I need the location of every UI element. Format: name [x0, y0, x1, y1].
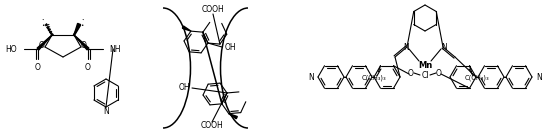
- Polygon shape: [37, 35, 52, 50]
- Text: O: O: [81, 42, 87, 51]
- Text: •: •: [41, 22, 45, 28]
- Text: O: O: [85, 63, 91, 72]
- Text: •: •: [82, 19, 84, 23]
- Text: NH: NH: [109, 45, 120, 54]
- Text: •: •: [80, 22, 83, 28]
- Polygon shape: [183, 26, 191, 31]
- Text: C(CH₃)₃: C(CH₃)₃: [464, 75, 489, 81]
- Text: O: O: [436, 68, 442, 78]
- Text: Cl: Cl: [421, 71, 429, 79]
- Polygon shape: [74, 23, 81, 35]
- Text: N: N: [308, 72, 314, 82]
- Text: COOH: COOH: [200, 122, 223, 131]
- Text: N: N: [441, 42, 447, 52]
- Text: OH: OH: [179, 83, 190, 92]
- Text: OH: OH: [225, 42, 237, 52]
- Text: O: O: [408, 68, 414, 78]
- Text: N: N: [536, 72, 542, 82]
- Polygon shape: [229, 114, 237, 119]
- Polygon shape: [74, 35, 89, 50]
- Text: N: N: [403, 42, 409, 52]
- Text: •: •: [42, 19, 44, 23]
- Text: COOH: COOH: [202, 5, 225, 15]
- Text: O: O: [35, 63, 41, 72]
- Text: O: O: [39, 42, 45, 51]
- Text: N: N: [103, 106, 109, 115]
- Text: C(CH₃)₃: C(CH₃)₃: [361, 75, 386, 81]
- Text: HO: HO: [6, 45, 17, 54]
- Text: Mn: Mn: [418, 61, 432, 69]
